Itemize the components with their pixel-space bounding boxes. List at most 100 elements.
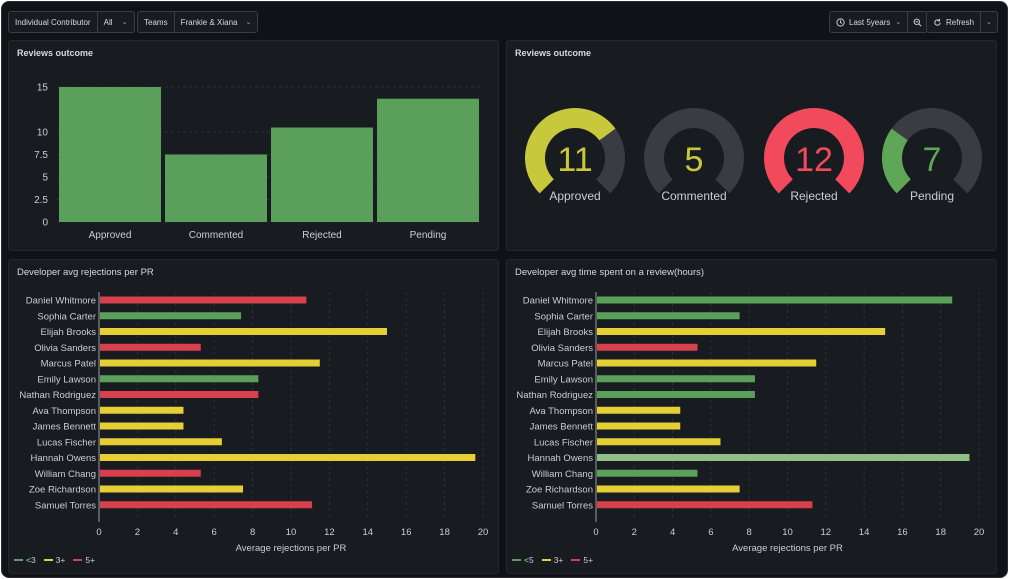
- panel-title: Reviews outcome: [17, 48, 94, 58]
- y-tick-label: Nathan Rodriguez: [516, 390, 593, 401]
- y-tick-label: Olivia Sanders: [531, 343, 593, 354]
- x-axis-label: Average rejections per PR: [732, 543, 843, 554]
- x-tick-label: 16: [897, 527, 908, 538]
- bar: [100, 406, 184, 414]
- y-tick-label: Marcus Patel: [41, 359, 96, 370]
- y-tick-label: William Chang: [35, 469, 96, 480]
- bar: [59, 87, 161, 222]
- y-tick-label: Emily Lawson: [37, 374, 96, 385]
- gauge-fill: [881, 128, 911, 194]
- x-tick-label: Approved: [89, 230, 132, 241]
- y-tick-label: Hannah Owens: [31, 453, 97, 464]
- legend-item[interactable]: 5+: [73, 555, 95, 565]
- gauge-label: Approved: [549, 189, 600, 203]
- bar: [597, 391, 755, 398]
- bar: [597, 454, 970, 461]
- y-tick-label: Sophia Carter: [534, 311, 593, 322]
- y-tick-label: Zoe Richardson: [29, 485, 96, 496]
- y-tick-label: Lucas Fischer: [534, 437, 593, 448]
- x-tick-label: 14: [363, 527, 374, 538]
- y-tick-label: Emily Lawson: [534, 374, 593, 385]
- bar: [597, 422, 681, 430]
- reviews-gauge-chart: 11 Approved 5 Commented 12 Rejected 7 Pending: [525, 108, 982, 203]
- x-tick-label: Commented: [189, 230, 243, 241]
- contributor-filter: Individual Contributor All ⌄: [8, 11, 135, 33]
- y-tick-label: Elijah Brooks: [538, 327, 594, 338]
- y-tick-label: Elijah Brooks: [41, 327, 97, 338]
- legend-item[interactable]: 5+: [571, 555, 593, 565]
- y-tick-label: Marcus Patel: [538, 359, 593, 370]
- legend-item[interactable]: <3: [14, 555, 36, 565]
- x-tick-label: 2: [135, 527, 140, 538]
- y-tick-label: 5: [42, 173, 48, 184]
- bar: [165, 154, 267, 222]
- refresh-icon: [934, 18, 941, 26]
- y-tick-label: Nathan Rodriguez: [19, 390, 96, 401]
- bar: [271, 127, 373, 222]
- gauge: 5 Commented: [644, 108, 744, 203]
- bar: [100, 501, 313, 509]
- bar: [100, 375, 259, 383]
- bar: [100, 359, 320, 367]
- reviews-gauge-panel: Reviews outcome 11 Approved 5 Commented 12 Re…: [506, 40, 997, 251]
- bar: [100, 391, 259, 398]
- legend-label: <5: [524, 555, 534, 565]
- legend-swatch: [571, 559, 581, 561]
- chart-legend: <5 3+ 5+: [512, 555, 593, 565]
- x-tick-label: 0: [96, 527, 101, 538]
- refresh-picker: Refresh ⌄: [926, 11, 998, 33]
- x-tick-label: 6: [212, 527, 217, 538]
- legend-item[interactable]: 3+: [541, 555, 563, 565]
- refresh-interval-select[interactable]: ⌄: [980, 12, 997, 32]
- bar: [100, 469, 201, 477]
- bar: [100, 485, 243, 493]
- legend-swatch: [73, 559, 83, 561]
- contributor-select[interactable]: All ⌄: [96, 12, 134, 32]
- bar: [100, 312, 242, 320]
- x-tick-label: Rejected: [302, 230, 341, 241]
- legend-swatch: [43, 559, 53, 561]
- x-tick-label: 20: [478, 527, 489, 538]
- y-tick-label: Zoe Richardson: [526, 485, 593, 496]
- gauge-value: 5: [685, 141, 704, 179]
- clock-icon: [836, 17, 845, 27]
- refresh-button[interactable]: Refresh: [927, 12, 980, 32]
- x-axis-label: Average rejections per PR: [236, 543, 347, 554]
- y-tick-label: Ava Thompson: [32, 406, 96, 417]
- panel-title: Developer avg rejections per PR: [17, 267, 154, 278]
- bar: [597, 406, 681, 414]
- y-tick-label: Samuel Torres: [532, 500, 593, 511]
- legend-label: 3+: [55, 555, 66, 565]
- x-tick-label: 4: [670, 527, 675, 538]
- y-tick-label: Ava Thompson: [529, 406, 593, 417]
- chart-legend: <3 3+ 5+: [14, 555, 95, 565]
- panel-title: Developer avg time spent on a review(hou…: [515, 267, 705, 278]
- zoom-out-button[interactable]: [907, 12, 927, 32]
- rejections-panel: Developer avg rejections per PR 0 2 4 6 8 10 1…: [8, 259, 499, 574]
- bar: [597, 469, 698, 477]
- gauge-fill: [525, 108, 616, 194]
- panel-title: Reviews outcome: [515, 48, 592, 58]
- y-tick-label: Olivia Sanders: [34, 343, 96, 354]
- bar: [597, 296, 953, 304]
- x-tick-label: 12: [324, 527, 335, 538]
- x-tick-label: 4: [173, 527, 178, 538]
- legend-item[interactable]: 3+: [43, 555, 66, 565]
- zoom-out-icon: [913, 18, 922, 26]
- y-tick-label: 15: [37, 83, 49, 94]
- gauge: 12 Rejected: [764, 108, 864, 203]
- bar: [100, 343, 201, 351]
- chevron-down-icon: ⌄: [895, 19, 902, 26]
- bar: [100, 296, 307, 304]
- time-range-value: Last 5years: [849, 17, 891, 27]
- y-tick-label: Daniel Whitmore: [26, 296, 96, 307]
- teams-select[interactable]: Frankie & Xiana ⌄: [173, 12, 258, 32]
- gauge-track: [882, 108, 982, 194]
- bar: [597, 485, 740, 493]
- y-tick-label: Lucas Fischer: [37, 437, 96, 448]
- time-range-button[interactable]: Last 5years ⌄: [830, 12, 907, 32]
- y-tick-label: William Chang: [532, 469, 593, 480]
- bar: [100, 454, 476, 461]
- y-tick-label: Sophia Carter: [37, 311, 96, 322]
- legend-item[interactable]: <5: [512, 555, 534, 565]
